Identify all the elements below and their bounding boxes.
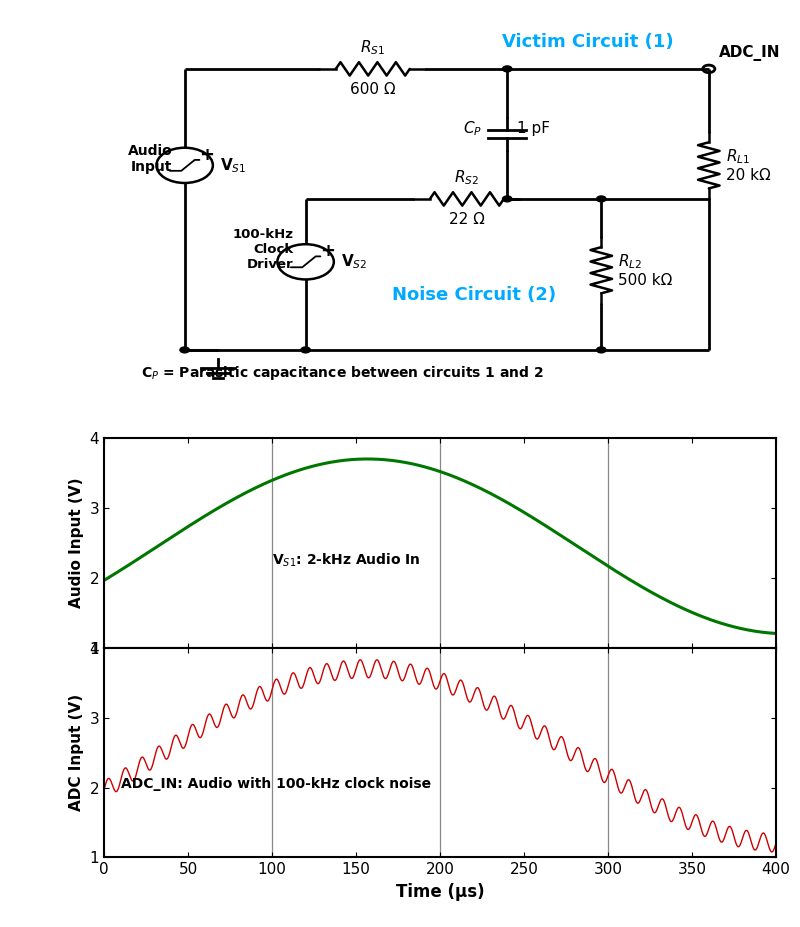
Circle shape — [301, 347, 310, 353]
Text: $R_{S1}$: $R_{S1}$ — [360, 38, 386, 57]
Text: V$_{S1}$: V$_{S1}$ — [219, 156, 246, 174]
Text: V$_{S2}$: V$_{S2}$ — [341, 252, 367, 272]
Text: $R_{S2}$: $R_{S2}$ — [454, 169, 479, 187]
Text: C$_P$ = Parasitic capacitance between circuits 1 and 2: C$_P$ = Parasitic capacitance between ci… — [141, 364, 544, 382]
Text: 100-kHz
Clock
Driver: 100-kHz Clock Driver — [233, 228, 294, 271]
Text: $R_{L2}$: $R_{L2}$ — [618, 252, 642, 272]
Text: V$_{S1}$: 2-kHz Audio In: V$_{S1}$: 2-kHz Audio In — [272, 552, 421, 569]
Circle shape — [597, 347, 606, 353]
Y-axis label: Audio Input (V): Audio Input (V) — [69, 477, 84, 608]
X-axis label: Time (μs): Time (μs) — [396, 883, 484, 901]
Circle shape — [180, 347, 190, 353]
Text: 500 kΩ: 500 kΩ — [618, 273, 673, 288]
Text: 20 kΩ: 20 kΩ — [726, 169, 770, 184]
Text: $C_P$: $C_P$ — [462, 120, 482, 138]
Text: +: + — [199, 146, 214, 164]
Text: $R_{L1}$: $R_{L1}$ — [726, 147, 750, 166]
Text: Audio
Input: Audio Input — [128, 144, 173, 174]
Text: Victim Circuit (1): Victim Circuit (1) — [502, 33, 674, 51]
Text: 600 Ω: 600 Ω — [350, 83, 396, 97]
Y-axis label: ADC Input (V): ADC Input (V) — [69, 694, 84, 811]
Text: +: + — [320, 242, 335, 260]
Circle shape — [502, 196, 512, 202]
Text: 1 pF: 1 pF — [518, 121, 550, 136]
Text: 22 Ω: 22 Ω — [449, 212, 485, 227]
Text: ADC_IN: ADC_IN — [719, 45, 780, 61]
Circle shape — [597, 196, 606, 202]
Circle shape — [502, 66, 512, 71]
Text: ADC_IN: Audio with 100-kHz clock noise: ADC_IN: Audio with 100-kHz clock noise — [121, 777, 431, 791]
Text: Noise Circuit (2): Noise Circuit (2) — [391, 286, 556, 304]
